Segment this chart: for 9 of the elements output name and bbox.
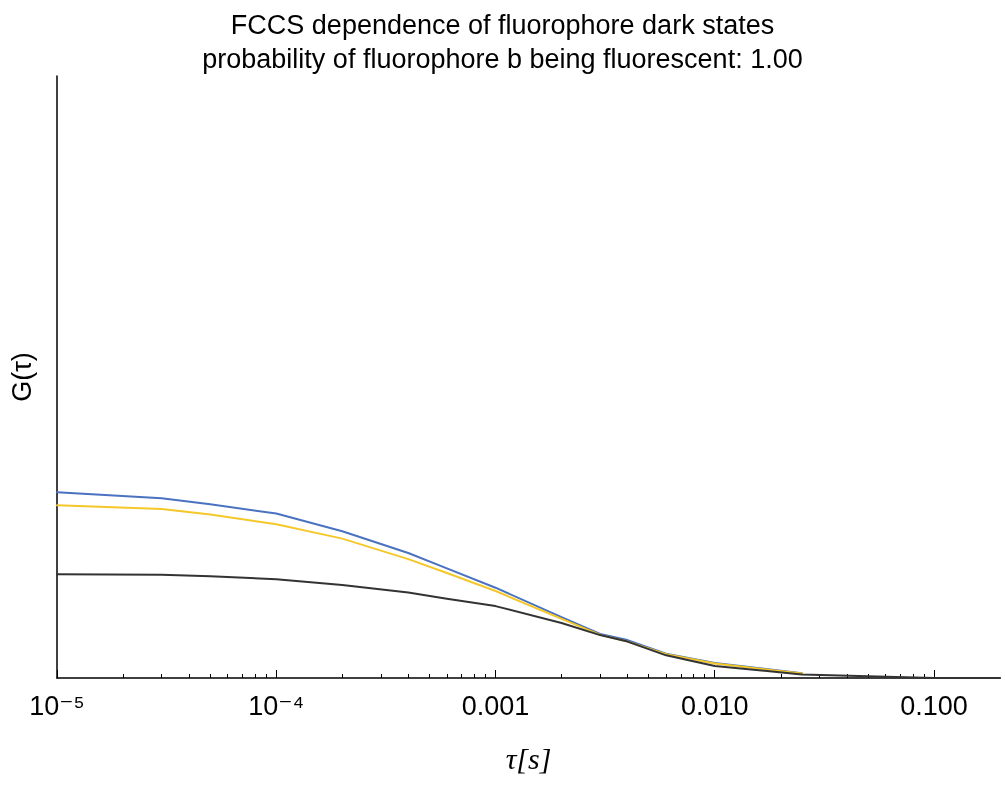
x-tick-label: 0.100	[900, 690, 968, 721]
x-tick-label: 0.010	[680, 690, 749, 721]
x-tick-label: 10⁻⁵	[29, 690, 85, 721]
x-axis-title: τ[s]	[505, 741, 552, 775]
x-tick-label: 0.001	[461, 690, 530, 721]
chart-subtitle: probability of fluorophore b being fluorescent: 1.00	[202, 43, 803, 74]
x-tick-label: 10⁻⁴	[248, 690, 305, 721]
chart-title: FCCS dependence of fluorophore dark states	[230, 9, 775, 40]
y-axis-title: G(τ)	[6, 352, 37, 402]
